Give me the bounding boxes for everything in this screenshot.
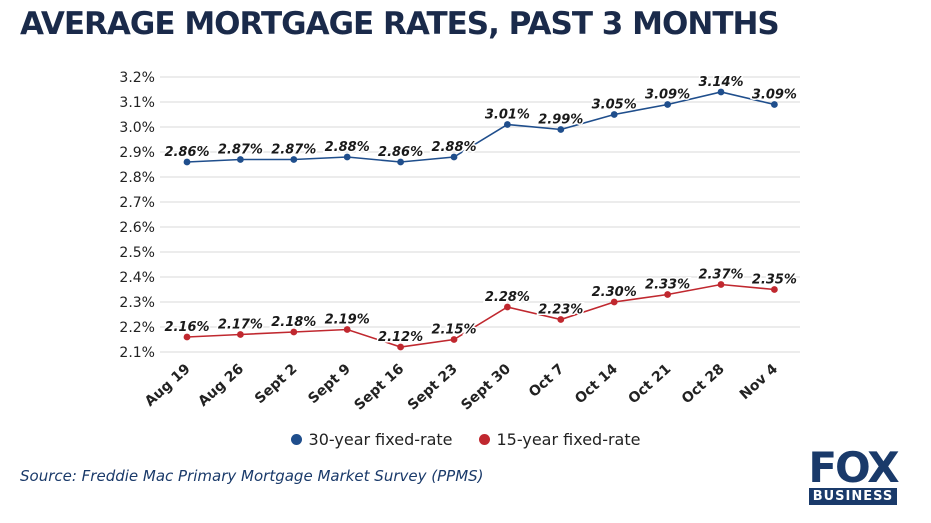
y-tick-label: 3.2% — [119, 70, 155, 86]
x-tick-label: Oct 7 — [526, 361, 568, 401]
data-label: 2.86% — [164, 145, 209, 160]
data-point — [183, 333, 191, 341]
data-point — [237, 331, 244, 338]
data-label: 2.87% — [271, 143, 316, 158]
data-point — [610, 298, 618, 306]
data-point — [290, 156, 298, 163]
x-tick-label: Oct 28 — [679, 361, 728, 407]
data-point — [557, 316, 565, 323]
data-label: 3.01% — [485, 108, 530, 123]
legend-label-30-year: 30-year fixed-rate — [308, 430, 453, 449]
data-label: 2.16% — [164, 320, 209, 335]
data-label: 2.23% — [538, 303, 583, 318]
data-label: 3.14% — [698, 75, 743, 90]
data-label: 2.28% — [485, 290, 530, 305]
data-label: 3.09% — [645, 88, 690, 103]
y-tick-label: 2.1% — [119, 345, 155, 361]
data-label: 2.17% — [218, 318, 263, 333]
legend-label-15-year: 15-year fixed-rate — [496, 430, 641, 449]
data-point — [664, 291, 671, 298]
x-tick-label: Oct 14 — [572, 361, 621, 407]
data-point — [397, 343, 404, 351]
data-point — [237, 156, 244, 163]
data-label: 2.33% — [645, 278, 690, 293]
data-point — [504, 121, 511, 128]
series-points — [183, 88, 778, 351]
data-point — [343, 326, 351, 333]
y-tick-label: 2.6% — [119, 220, 155, 236]
data-labels: 2.86% 2.87% 2.87% 2.88% 2.86% 2.88% 3.01% 2.99%… — [163, 74, 799, 347]
data-point — [504, 303, 511, 311]
logo-sub-text: BUSINESS — [808, 488, 898, 505]
data-label: 2.18% — [271, 315, 316, 330]
y-tick-label: 2.4% — [119, 270, 155, 286]
data-point — [771, 286, 778, 293]
x-tick-label: Sept 2 — [252, 361, 301, 407]
source-note: Source: Freddie Mac Primary Mortgage Mar… — [20, 467, 484, 485]
data-point — [183, 158, 191, 166]
data-point — [397, 158, 404, 166]
legend-item-15-year: 15-year fixed-rate — [478, 430, 641, 449]
data-point — [557, 126, 565, 133]
y-tick-label: 2.7% — [119, 195, 155, 211]
x-tick-label: Sept 16 — [351, 361, 407, 413]
series-lines — [186, 91, 775, 348]
logo-main-text: FOX — [808, 443, 899, 492]
y-tick-label: 2.9% — [119, 145, 155, 161]
legend-marker-15-year — [478, 434, 490, 445]
legend-marker-30-year — [290, 434, 302, 445]
line-chart: 3.2% 3.1% 3.0% 2.9% 2.8% 2.7% 2.6% 2.5% 2.4% 2.3%… — [119, 70, 800, 414]
data-label: 2.30% — [592, 285, 637, 300]
data-label: 2.87% — [218, 143, 263, 158]
x-tick-label: Sept 30 — [458, 361, 514, 414]
x-tick-label: Aug 26 — [195, 361, 247, 410]
fox-business-logo: FOX BUSINESS — [797, 443, 909, 505]
data-point — [717, 281, 725, 288]
data-label: 2.12% — [378, 330, 423, 345]
data-point — [343, 153, 351, 161]
data-point — [290, 328, 298, 336]
data-point — [717, 88, 725, 96]
data-label: 2.19% — [325, 313, 370, 328]
legend-item-30-year: 30-year fixed-rate — [290, 430, 453, 449]
data-label: 2.88% — [431, 140, 476, 155]
data-point — [450, 153, 458, 161]
data-label: 2.86% — [378, 145, 423, 160]
x-tick-label: Nov 4 — [737, 361, 781, 403]
data-point — [450, 336, 458, 343]
y-tick-label: 2.8% — [119, 170, 155, 186]
y-tick-label: 2.2% — [119, 320, 155, 336]
data-label: 2.37% — [698, 268, 743, 283]
x-tick-label: Oct 21 — [625, 361, 674, 407]
legend: 30-year fixed-rate 15-year fixed-rate — [0, 430, 931, 449]
x-tick-label: Aug 19 — [142, 361, 194, 410]
series-line — [186, 283, 775, 348]
data-point — [664, 101, 671, 108]
chart-title: AVERAGE MORTGAGE RATES, PAST 3 MONTHS — [20, 6, 780, 42]
y-tick-label: 2.3% — [119, 295, 155, 311]
data-label: 2.35% — [752, 273, 797, 288]
y-tick-label: 3.1% — [119, 95, 155, 111]
y-tick-label: 3.0% — [119, 120, 155, 136]
data-label: 2.99% — [538, 113, 583, 128]
data-label: 2.15% — [431, 323, 476, 338]
data-point — [771, 101, 778, 108]
y-axis-ticks: 3.2% 3.1% 3.0% 2.9% 2.8% 2.7% 2.6% 2.5% 2.4% 2.3%… — [119, 70, 155, 361]
series-line — [186, 91, 775, 163]
x-tick-label: Sept 9 — [305, 361, 354, 407]
x-tick-label: Sept 23 — [405, 361, 461, 413]
grid-lines — [160, 76, 800, 353]
data-label: 2.88% — [325, 140, 370, 155]
data-point — [610, 111, 618, 118]
data-label: 3.05% — [592, 98, 637, 113]
data-label: 3.09% — [752, 88, 797, 103]
y-tick-label: 2.5% — [119, 245, 155, 261]
